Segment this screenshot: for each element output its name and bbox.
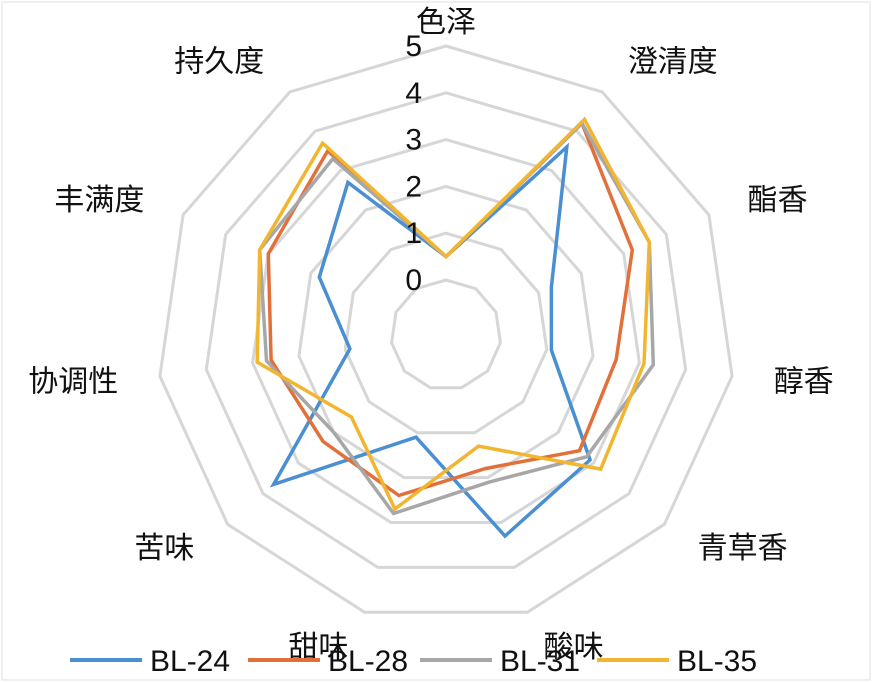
axis-label: 持久度: [174, 45, 264, 80]
axis-label: 青草香: [698, 531, 788, 566]
tick-label: 5: [405, 30, 422, 63]
axis-label: 澄清度: [628, 45, 718, 80]
grid-ring-5: [158, 44, 734, 614]
tick-label: 0: [405, 264, 422, 297]
grid-ring-0: [390, 278, 502, 390]
axis-label: 醇香: [774, 364, 834, 399]
tick-label: 4: [405, 77, 422, 110]
axis-label: 苦味: [134, 531, 194, 566]
axis-label: 酯香: [748, 183, 808, 218]
tick-label: 3: [405, 124, 422, 157]
series-line-bl-28: [266, 120, 635, 498]
grid-ring-3: [251, 138, 641, 524]
radar-series: [255, 116, 656, 539]
axis-label: 丰满度: [54, 183, 144, 218]
tick-label: 2: [405, 170, 422, 203]
series-line-bl-35: [255, 116, 652, 512]
legend-label-bl-28: BL-28: [328, 645, 408, 678]
series-line-bl-24: [269, 142, 593, 539]
grid-ring-1: [343, 231, 549, 435]
legend: BL-24 BL-28 BL-31 BL-35: [70, 645, 757, 678]
legend-label-bl-31: BL-31: [500, 645, 580, 678]
legend-label-bl-35: BL-35: [677, 645, 757, 678]
radar-grid: [158, 44, 734, 614]
axis-label: 酸味: [544, 630, 604, 665]
tick-labels: 0 1 2 3 4 5: [405, 30, 422, 297]
grid-ring-2: [297, 184, 595, 480]
tick-label: 1: [405, 217, 422, 250]
grid-ring-4: [204, 91, 688, 569]
axis-label: 协调性: [28, 364, 118, 399]
legend-label-bl-24: BL-24: [150, 645, 230, 678]
axis-label: 色泽: [416, 5, 476, 40]
